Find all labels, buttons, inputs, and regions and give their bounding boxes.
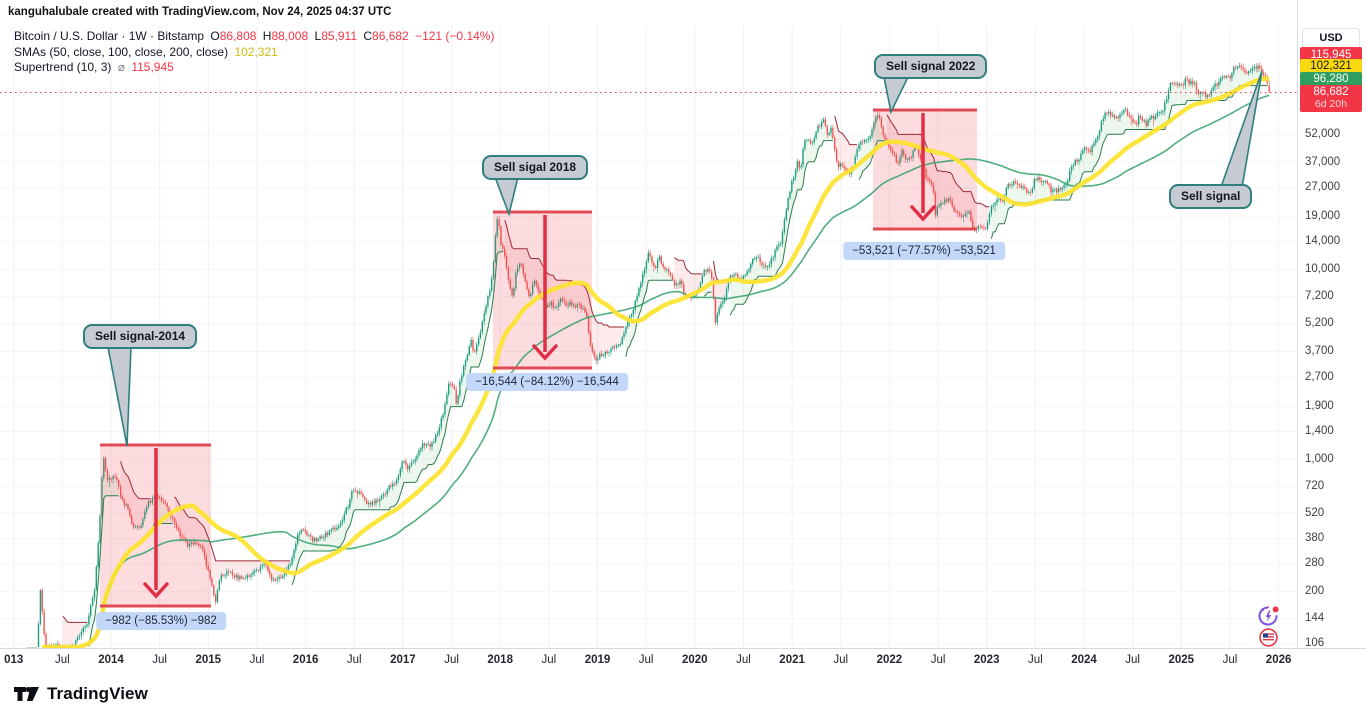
time-tick-label: 2023 (973, 654, 1000, 666)
price-tick-label: 380 (1305, 532, 1325, 545)
legend-sma-row[interactable]: SMAs (50, close, 100, close, 200, close)… (14, 45, 494, 61)
legend-supertrend-row[interactable]: Supertrend (10, 3) ⌀ 115,945 (14, 60, 494, 76)
price-tick-label: 5,200 (1305, 317, 1334, 329)
low-value: 85,911 (321, 29, 357, 43)
close-value: 86,682 (372, 29, 409, 43)
chart-legend: Bitcoin / U.S. Dollar · 1W · Bitstamp O8… (14, 29, 494, 76)
legend-symbol-row[interactable]: Bitcoin / U.S. Dollar · 1W · Bitstamp O8… (14, 29, 495, 43)
price-range-measure-label[interactable]: −53,521 (−77.57%) −53,521 (843, 242, 1005, 260)
economic-event-flash-icon[interactable] (1257, 605, 1279, 627)
time-tick-label: Jul (833, 654, 849, 666)
sell-zone-box (493, 212, 592, 368)
price-tick-label: 520 (1305, 506, 1325, 519)
sell-zone-box (873, 110, 977, 229)
time-tick-label: 2018 (487, 654, 513, 666)
time-tick-label: Jul (249, 654, 265, 666)
time-tick-label: 2020 (682, 654, 708, 666)
price-tick-label: 37,000 (1305, 155, 1341, 168)
sell-signal-callout[interactable]: Sell sigal 2018 (482, 155, 589, 180)
time-tick-label: Jul (444, 654, 459, 666)
time-tick-label: Jul (54, 654, 70, 666)
bar-countdown: 6d 20h (1314, 98, 1348, 110)
price-chart-canvas[interactable] (0, 0, 1366, 648)
symbol-title: Bitcoin / U.S. Dollar · 1W · Bitstamp (14, 29, 205, 43)
sma50-price-tag[interactable]: 102,321 (1300, 59, 1362, 74)
price-tick-label: 27,000 (1305, 181, 1341, 194)
tradingview-wordmark: TradingView (47, 684, 148, 703)
sell-signal-callout[interactable]: Sell signal (1169, 184, 1253, 209)
attribution-text: kanguhalubale created with TradingView.c… (8, 6, 392, 18)
price-tick-label: 7,200 (1305, 290, 1334, 303)
sma-label: SMAs (50, close, 100, close, 200, close) (14, 44, 229, 59)
sell-signal-callout[interactable]: Sell signal 2022 (874, 54, 988, 79)
callout-tail (493, 176, 520, 217)
time-tick-label: Jul (638, 654, 654, 666)
change-value: −121 (−0.14%) (415, 29, 495, 43)
time-tick-label: Jul (1125, 654, 1140, 666)
price-tick-label: 2,700 (1305, 370, 1334, 383)
time-tick-label: 2026 (1265, 654, 1292, 666)
sma100-price-tag[interactable]: 96,280 (1300, 72, 1362, 87)
price-tick-label: 144 (1305, 612, 1325, 625)
time-tick-label: 2016 (292, 654, 319, 666)
time-tick-label: 2014 (98, 654, 124, 666)
price-tick-label: 3,700 (1305, 345, 1334, 357)
time-tick-label: 013 (4, 654, 24, 666)
price-tick-label: 19,000 (1305, 210, 1341, 223)
time-tick-label: 2019 (584, 654, 611, 666)
callout-tail (883, 76, 910, 115)
time-tick-label: Jul (1222, 654, 1238, 666)
high-value: 88,008 (271, 29, 309, 43)
time-tick-label: 2021 (779, 654, 805, 666)
price-range-measure-label[interactable]: −16,544 (−84.12%) −16,544 (466, 373, 628, 391)
sma50-value: 102,321 (234, 44, 278, 59)
time-tick-label: 2024 (1071, 654, 1097, 666)
time-tick-label: 2017 (390, 654, 416, 666)
time-tick-label: Jul (736, 654, 751, 666)
price-tick-label: 200 (1305, 585, 1325, 598)
price-tick-label: 720 (1305, 479, 1325, 492)
last-price-tag[interactable]: 86,682 6d 20h (1300, 85, 1362, 112)
average-symbol: ⌀ (117, 60, 125, 74)
currency-button[interactable]: USD (1302, 28, 1360, 49)
us-flag-event-icon[interactable] (1259, 628, 1278, 647)
time-tick-label: 2015 (195, 654, 222, 666)
time-tick-label: Jul (346, 654, 362, 666)
price-tick-label: 1,400 (1305, 424, 1334, 437)
time-tick-label: Jul (1027, 654, 1043, 666)
supertrend-value: 115,945 (131, 60, 174, 74)
time-axis[interactable]: 013 Jul 2014 Jul 2015 Jul 2016 Jul 2017 Jul 2018 Ju… (0, 648, 1366, 673)
open-value: 86,808 (219, 29, 257, 43)
price-tick-label: 52,000 (1305, 127, 1341, 140)
tradingview-logo[interactable]: TradingView (13, 683, 148, 705)
sell-signal-callout[interactable]: Sell signal-2014 (83, 324, 198, 349)
price-tick-label: 280 (1305, 557, 1325, 570)
price-tick-label: 10,000 (1305, 263, 1341, 276)
time-tick-label: Jul (152, 654, 167, 666)
supertrend-label: Supertrend (10, 3) (14, 60, 112, 74)
time-tick-label: 2025 (1168, 654, 1195, 666)
tradingview-logo-mark (14, 686, 39, 701)
time-tick-label: Jul (930, 654, 946, 666)
price-tick-label: 14,000 (1305, 235, 1341, 248)
time-tick-label: 2022 (876, 654, 903, 666)
price-tick-label: 106 (1305, 637, 1325, 650)
price-tick-label: 1,000 (1305, 452, 1334, 465)
time-tick-label: Jul (541, 654, 557, 666)
price-axis[interactable]: USD 52,000 37,000 27,000 19,000 14,000 10,000… (1297, 0, 1366, 650)
price-range-measure-label[interactable]: −982 (−85.53%) −982 (96, 612, 226, 630)
price-tick-label: 1,900 (1305, 399, 1334, 412)
